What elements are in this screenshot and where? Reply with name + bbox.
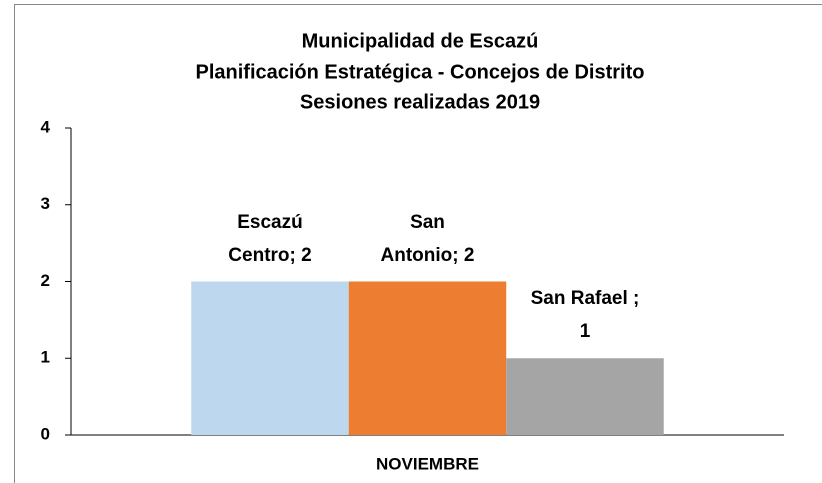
y-tick-label: 1: [41, 348, 50, 367]
chart-subtitle: Planificación Estratégica - Concejos de …: [195, 61, 644, 83]
x-tick-label: NOVIEMBRE: [376, 454, 479, 473]
data-label: San Rafael ; 1: [530, 288, 640, 343]
y-tick-label: 4: [41, 117, 51, 136]
y-tick-label: 0: [41, 424, 50, 443]
chart-subtitle: Sesiones realizadas 2019: [300, 91, 540, 113]
bar: San Antonio: [348, 281, 507, 435]
chart-frame: [14, 4, 822, 483]
data-label: San Antonio; 2: [380, 211, 475, 266]
bar: Escazú Centro: [191, 281, 349, 435]
data-label: Escazú Centro; 2: [228, 211, 312, 266]
y-tick-label: 3: [41, 194, 50, 213]
y-tick-label: 2: [41, 271, 50, 290]
chart-title: Municipalidad de Escazú: [302, 30, 539, 52]
bar: San Rafael: [506, 358, 664, 435]
